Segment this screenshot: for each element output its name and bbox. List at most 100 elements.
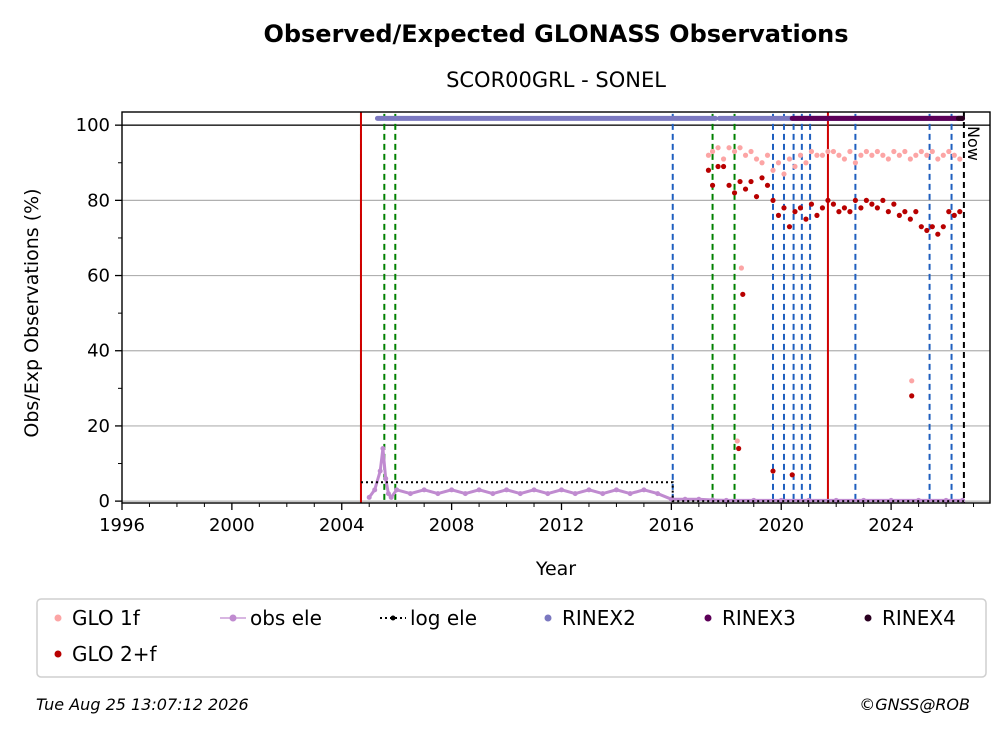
glo-1f-point — [957, 156, 963, 162]
glo-1f-point — [907, 156, 913, 162]
glo-1f-point — [781, 171, 787, 177]
footer-timestamp: Tue Aug 25 13:07:12 2026 — [36, 695, 249, 714]
glo-1f-point — [759, 160, 765, 166]
x-tick-label: 1996 — [99, 515, 145, 536]
obs-ele-point — [490, 491, 496, 497]
glo-1f-point — [720, 156, 727, 162]
obs-ele-point — [558, 487, 564, 493]
glo-1f-point — [918, 148, 924, 155]
glo-2f-point — [896, 212, 902, 218]
obs-ele-point — [385, 491, 391, 497]
glo-2f-point — [814, 212, 820, 218]
glo-1f-point — [830, 148, 837, 155]
glo-1f-point — [880, 152, 886, 158]
glo-2f-point — [863, 197, 869, 203]
glo-2f-point — [830, 201, 837, 207]
glo-2f-point — [891, 201, 897, 207]
glo-2f-point — [847, 209, 853, 215]
glo-2f-point — [918, 224, 924, 230]
glo-1f-point — [874, 148, 880, 155]
glo-2f-point — [726, 182, 732, 188]
glo-2f-point — [951, 212, 957, 218]
glo-1f-point — [819, 152, 826, 158]
glo-2f-point — [913, 209, 919, 215]
glo-2f-point — [705, 167, 712, 173]
glo-2f-point — [797, 205, 804, 211]
glo-2f-point — [770, 197, 776, 203]
glo-1f-point — [909, 378, 915, 384]
glo-1f-point — [715, 145, 721, 151]
glo-2f-point — [869, 201, 875, 207]
y-tick-label: 100 — [76, 115, 110, 136]
glo-2f-point — [836, 209, 842, 215]
glo-1f-point — [775, 160, 782, 166]
y-axis-label: Obs/Exp Observations (%) — [21, 188, 43, 437]
obs-ele-point — [545, 491, 551, 497]
glo-1f-point — [753, 156, 760, 162]
glo-2f-point — [737, 178, 743, 185]
legend: GLO 1f obs ele log ele RINEX2 RINEX3 RINEX4 GL… — [36, 598, 987, 678]
glo-1f-point — [731, 148, 738, 155]
glo-1f-point — [803, 160, 809, 166]
obs-ele-point — [435, 491, 441, 497]
glo-1f-point — [748, 148, 754, 155]
glo-1f-point — [786, 156, 793, 162]
glo-2f-point — [946, 209, 952, 215]
glo-2f-point — [775, 212, 782, 218]
obs-ele-point — [449, 487, 455, 493]
glo-2f-point — [924, 227, 930, 234]
plot-area: 0 20 40 60 80 100 1996 2000 2004 2008 2012 2016 2020… — [76, 111, 991, 536]
y-tick-label: 60 — [87, 266, 110, 287]
legend-marker — [54, 614, 62, 622]
obs-ele-point — [572, 491, 578, 497]
legend-label: RINEX3 — [722, 606, 796, 630]
glo-2f-point — [736, 445, 742, 452]
glo-1f-point — [770, 167, 776, 173]
obs-ele-point — [668, 496, 674, 502]
y-tick-label: 0 — [99, 491, 110, 512]
obs-ele-point — [655, 491, 661, 497]
glo-1f-point — [841, 156, 848, 162]
obs-ele-point — [613, 487, 619, 493]
glo-1f-point — [924, 152, 930, 158]
obs-ele-point — [531, 487, 537, 493]
chart-subtitle: SCOR00GRL - SONEL — [446, 68, 666, 92]
obs-ele-point — [476, 487, 482, 493]
x-tick-label: 2016 — [648, 515, 694, 536]
glo-2f-point — [907, 216, 913, 222]
glo-1f-point — [808, 148, 815, 155]
glo-1f-point — [940, 152, 946, 158]
glo-1f-point — [929, 148, 935, 155]
glo-2f-point — [720, 163, 727, 170]
obs-ele-point — [377, 468, 383, 474]
obs-ele-point — [462, 491, 468, 497]
obs-ele-point — [388, 494, 394, 500]
y-tick-label: 40 — [87, 341, 110, 362]
glo-2f-point — [819, 205, 826, 211]
plot-frame — [121, 111, 991, 504]
obs-ele-line — [367, 448, 963, 502]
glo-1f-point — [836, 152, 842, 158]
x-tick-label: 2012 — [539, 515, 585, 536]
glo-1f-point — [935, 156, 941, 162]
glo-1f-point — [885, 156, 891, 162]
glo-2f-point — [880, 197, 886, 203]
legend-box — [36, 598, 987, 678]
glo-2f-point — [748, 178, 754, 185]
glo-2f-point — [742, 186, 749, 192]
obs-ele-point — [366, 494, 372, 500]
glo-2f-point — [929, 224, 935, 230]
glo-1f-point — [742, 152, 749, 158]
glo-2f-point — [885, 209, 891, 215]
legend-marker — [544, 614, 552, 622]
glo-2f-point — [852, 197, 859, 203]
obs-ele-point — [383, 476, 389, 482]
glo-2f-point — [858, 205, 864, 211]
glo-1f-point — [764, 152, 771, 158]
glo-2f-point — [935, 231, 941, 237]
x-tick-label: 2004 — [319, 515, 365, 536]
legend-label: log ele — [410, 606, 477, 630]
chart-title: Observed/Expected GLONASS Observations — [263, 20, 848, 48]
glo-2f-point — [781, 205, 787, 211]
glo-1f-point — [863, 148, 869, 155]
